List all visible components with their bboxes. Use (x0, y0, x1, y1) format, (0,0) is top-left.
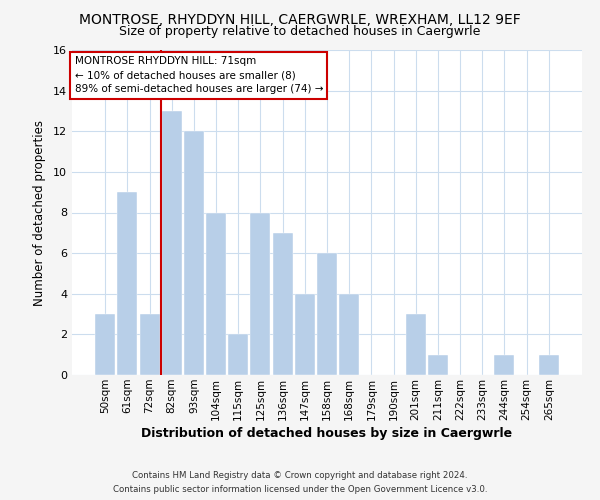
Bar (406, 314, 426, 375)
Bar (539, 354, 559, 375)
Bar (206, 212, 226, 375)
Bar (272, 233, 293, 375)
Text: Size of property relative to detached houses in Caergwrle: Size of property relative to detached ho… (119, 25, 481, 38)
Text: Contains HM Land Registry data © Crown copyright and database right 2024.
Contai: Contains HM Land Registry data © Crown c… (113, 472, 487, 494)
Text: MONTROSE RHYDDYN HILL: 71sqm
← 10% of detached houses are smaller (8)
89% of sem: MONTROSE RHYDDYN HILL: 71sqm ← 10% of de… (74, 56, 323, 94)
Bar (118, 192, 137, 375)
Bar (140, 314, 160, 375)
Bar (162, 111, 182, 375)
Bar (184, 131, 204, 375)
Text: MONTROSE, RHYDDYN HILL, CAERGWRLE, WREXHAM, LL12 9EF: MONTROSE, RHYDDYN HILL, CAERGWRLE, WREXH… (79, 12, 521, 26)
Bar (95, 314, 115, 375)
Bar (339, 294, 359, 375)
X-axis label: Distribution of detached houses by size in Caergwrle: Distribution of detached houses by size … (142, 427, 512, 440)
Bar (295, 294, 315, 375)
Bar (228, 334, 248, 375)
Bar (428, 354, 448, 375)
Y-axis label: Number of detached properties: Number of detached properties (33, 120, 46, 306)
Bar (250, 212, 271, 375)
Bar (494, 354, 514, 375)
Bar (317, 253, 337, 375)
